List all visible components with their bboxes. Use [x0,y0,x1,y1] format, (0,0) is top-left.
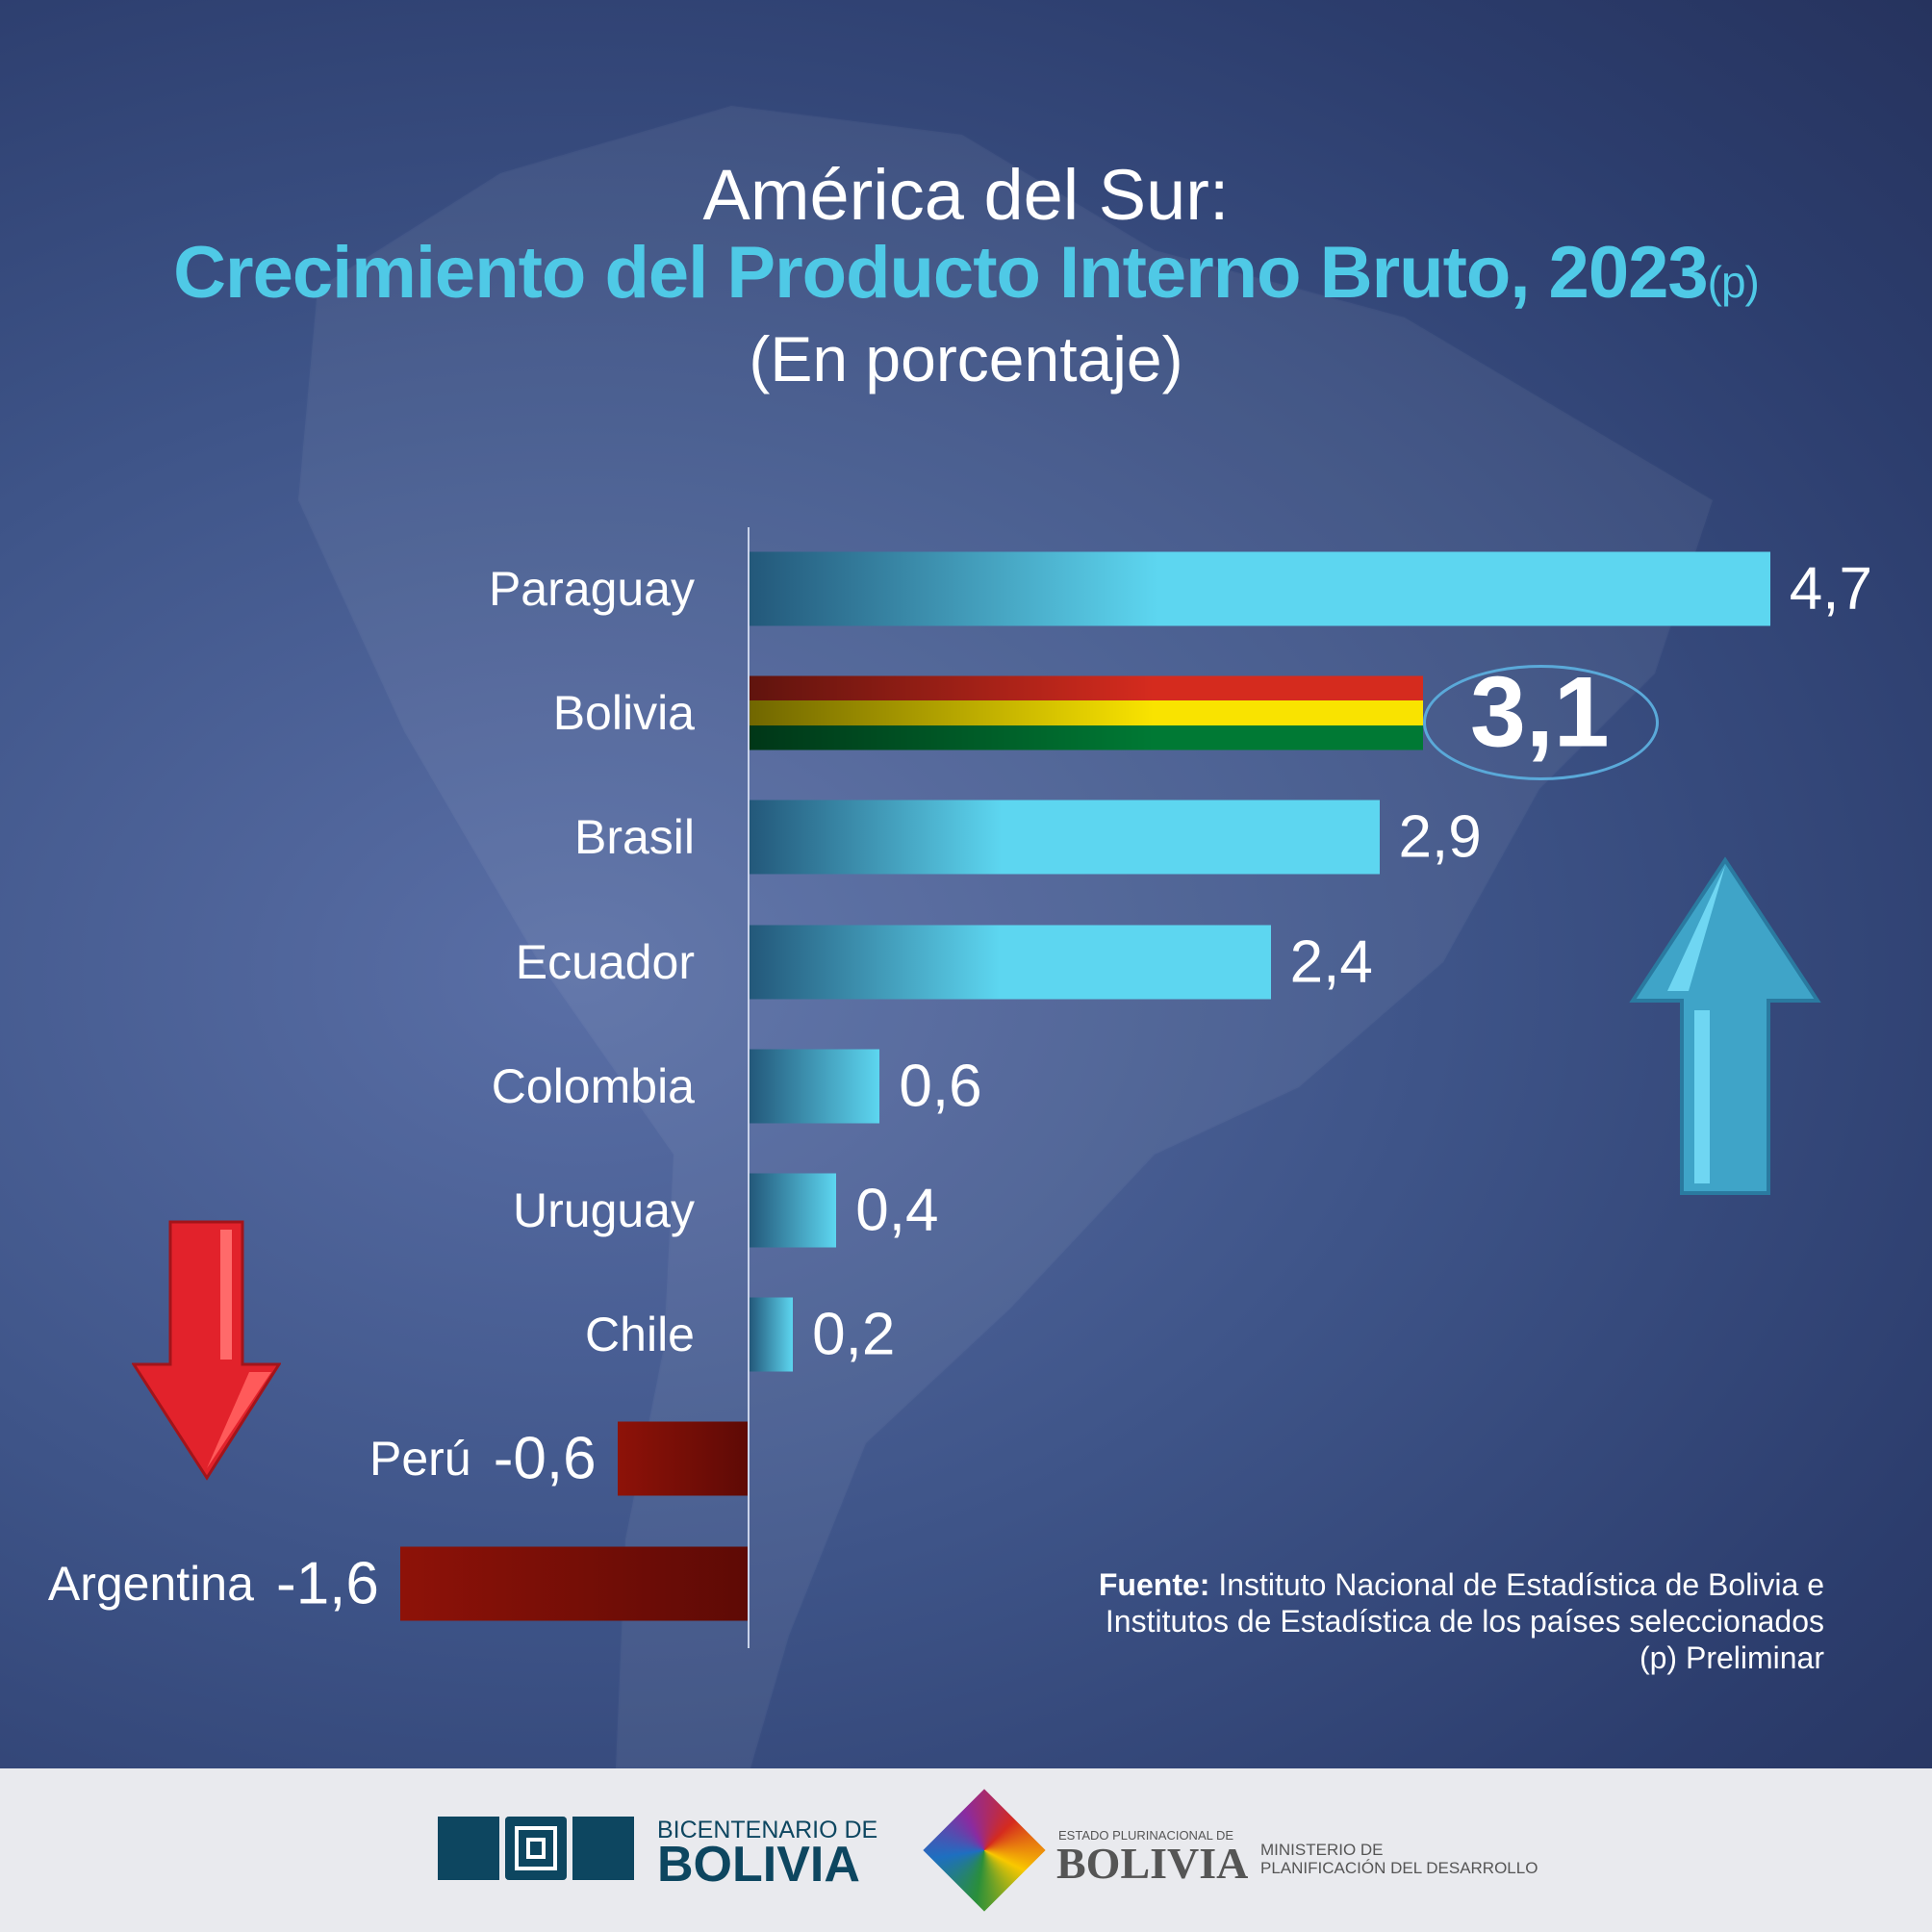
category-label: Brasil [573,810,695,865]
estado-plurinacional-logo [923,1789,1046,1912]
bar-ecuador [750,925,1271,1000]
data-label: -0,6 [493,1425,597,1492]
ministerio-line2: PLANIFICACIÓN DEL DESARROLLO [1260,1859,1538,1877]
category-label: Perú [369,1432,471,1487]
bar-brasil [750,800,1380,875]
data-label: 2,9 [1398,803,1482,871]
source-line1: Instituto Nacional de Estadística de Bol… [1209,1567,1824,1602]
bicentenario-small: BICENTENARIO DE [657,1817,878,1843]
data-label: 0,2 [812,1301,896,1368]
category-label: Ecuador [515,934,695,989]
arrow-up-icon [1629,856,1821,1195]
data-label: 2,4 [1289,928,1373,996]
category-label: Paraguay [488,562,695,616]
bicentenario-big: BOLIVIA [657,1837,860,1893]
bar-perú [617,1421,748,1496]
source-label: Fuente: [1098,1567,1210,1602]
bar-chile [750,1297,794,1372]
bar-colombia [750,1049,880,1124]
category-label: Colombia [491,1058,695,1113]
title-main: Crecimiento del Producto Interno Bruto, … [173,232,1708,314]
bar-chart: Paraguay 4,7 Bolivia 3,1 Brasil 2,9 Ecuador 2,4… [47,527,1872,1648]
bicentenario-logo [438,1817,634,1880]
title-line2: Crecimiento del Producto Interno Bruto, … [0,231,1932,315]
data-label: 4,7 [1789,555,1872,623]
bar-bolivia [750,675,1423,750]
estado-small: ESTADO PLURINACIONAL DE [1058,1828,1234,1843]
category-label: Chile [585,1308,695,1362]
data-label: -1,6 [276,1550,379,1617]
source-line3: (p) Preliminar [1639,1640,1824,1675]
zero-axis [748,527,750,1648]
data-label: 0,4 [855,1177,939,1244]
estado-big: BOLIVIA [1056,1839,1249,1888]
title-line1: América del Sur: [702,155,1230,235]
background: América del Sur: Crecimiento del Product… [0,0,1932,1768]
category-label: Argentina [47,1556,254,1611]
bar-uruguay [750,1173,837,1248]
arrow-down-icon [132,1220,281,1481]
category-label: Uruguay [513,1183,695,1237]
footer: BICENTENARIO DE BOLIVIA ESTADO PLURINACI… [0,1768,1932,1932]
data-label: 0,6 [899,1053,982,1120]
bolivia-highlight-oval [1423,665,1659,780]
ministerio-line1: MINISTERIO DE [1260,1841,1384,1859]
data-label: 3,1 [1470,656,1610,769]
source-note: Fuente: Instituto Nacional de Estadístic… [1099,1566,1824,1676]
bar-argentina [399,1546,748,1621]
source-line2: Institutos de Estadística de los países … [1105,1604,1824,1639]
bar-paraguay [750,551,1770,626]
title-line3: (En porcentaje) [749,323,1183,394]
title-suffix: (p) [1707,257,1760,307]
category-label: Bolivia [552,686,695,741]
